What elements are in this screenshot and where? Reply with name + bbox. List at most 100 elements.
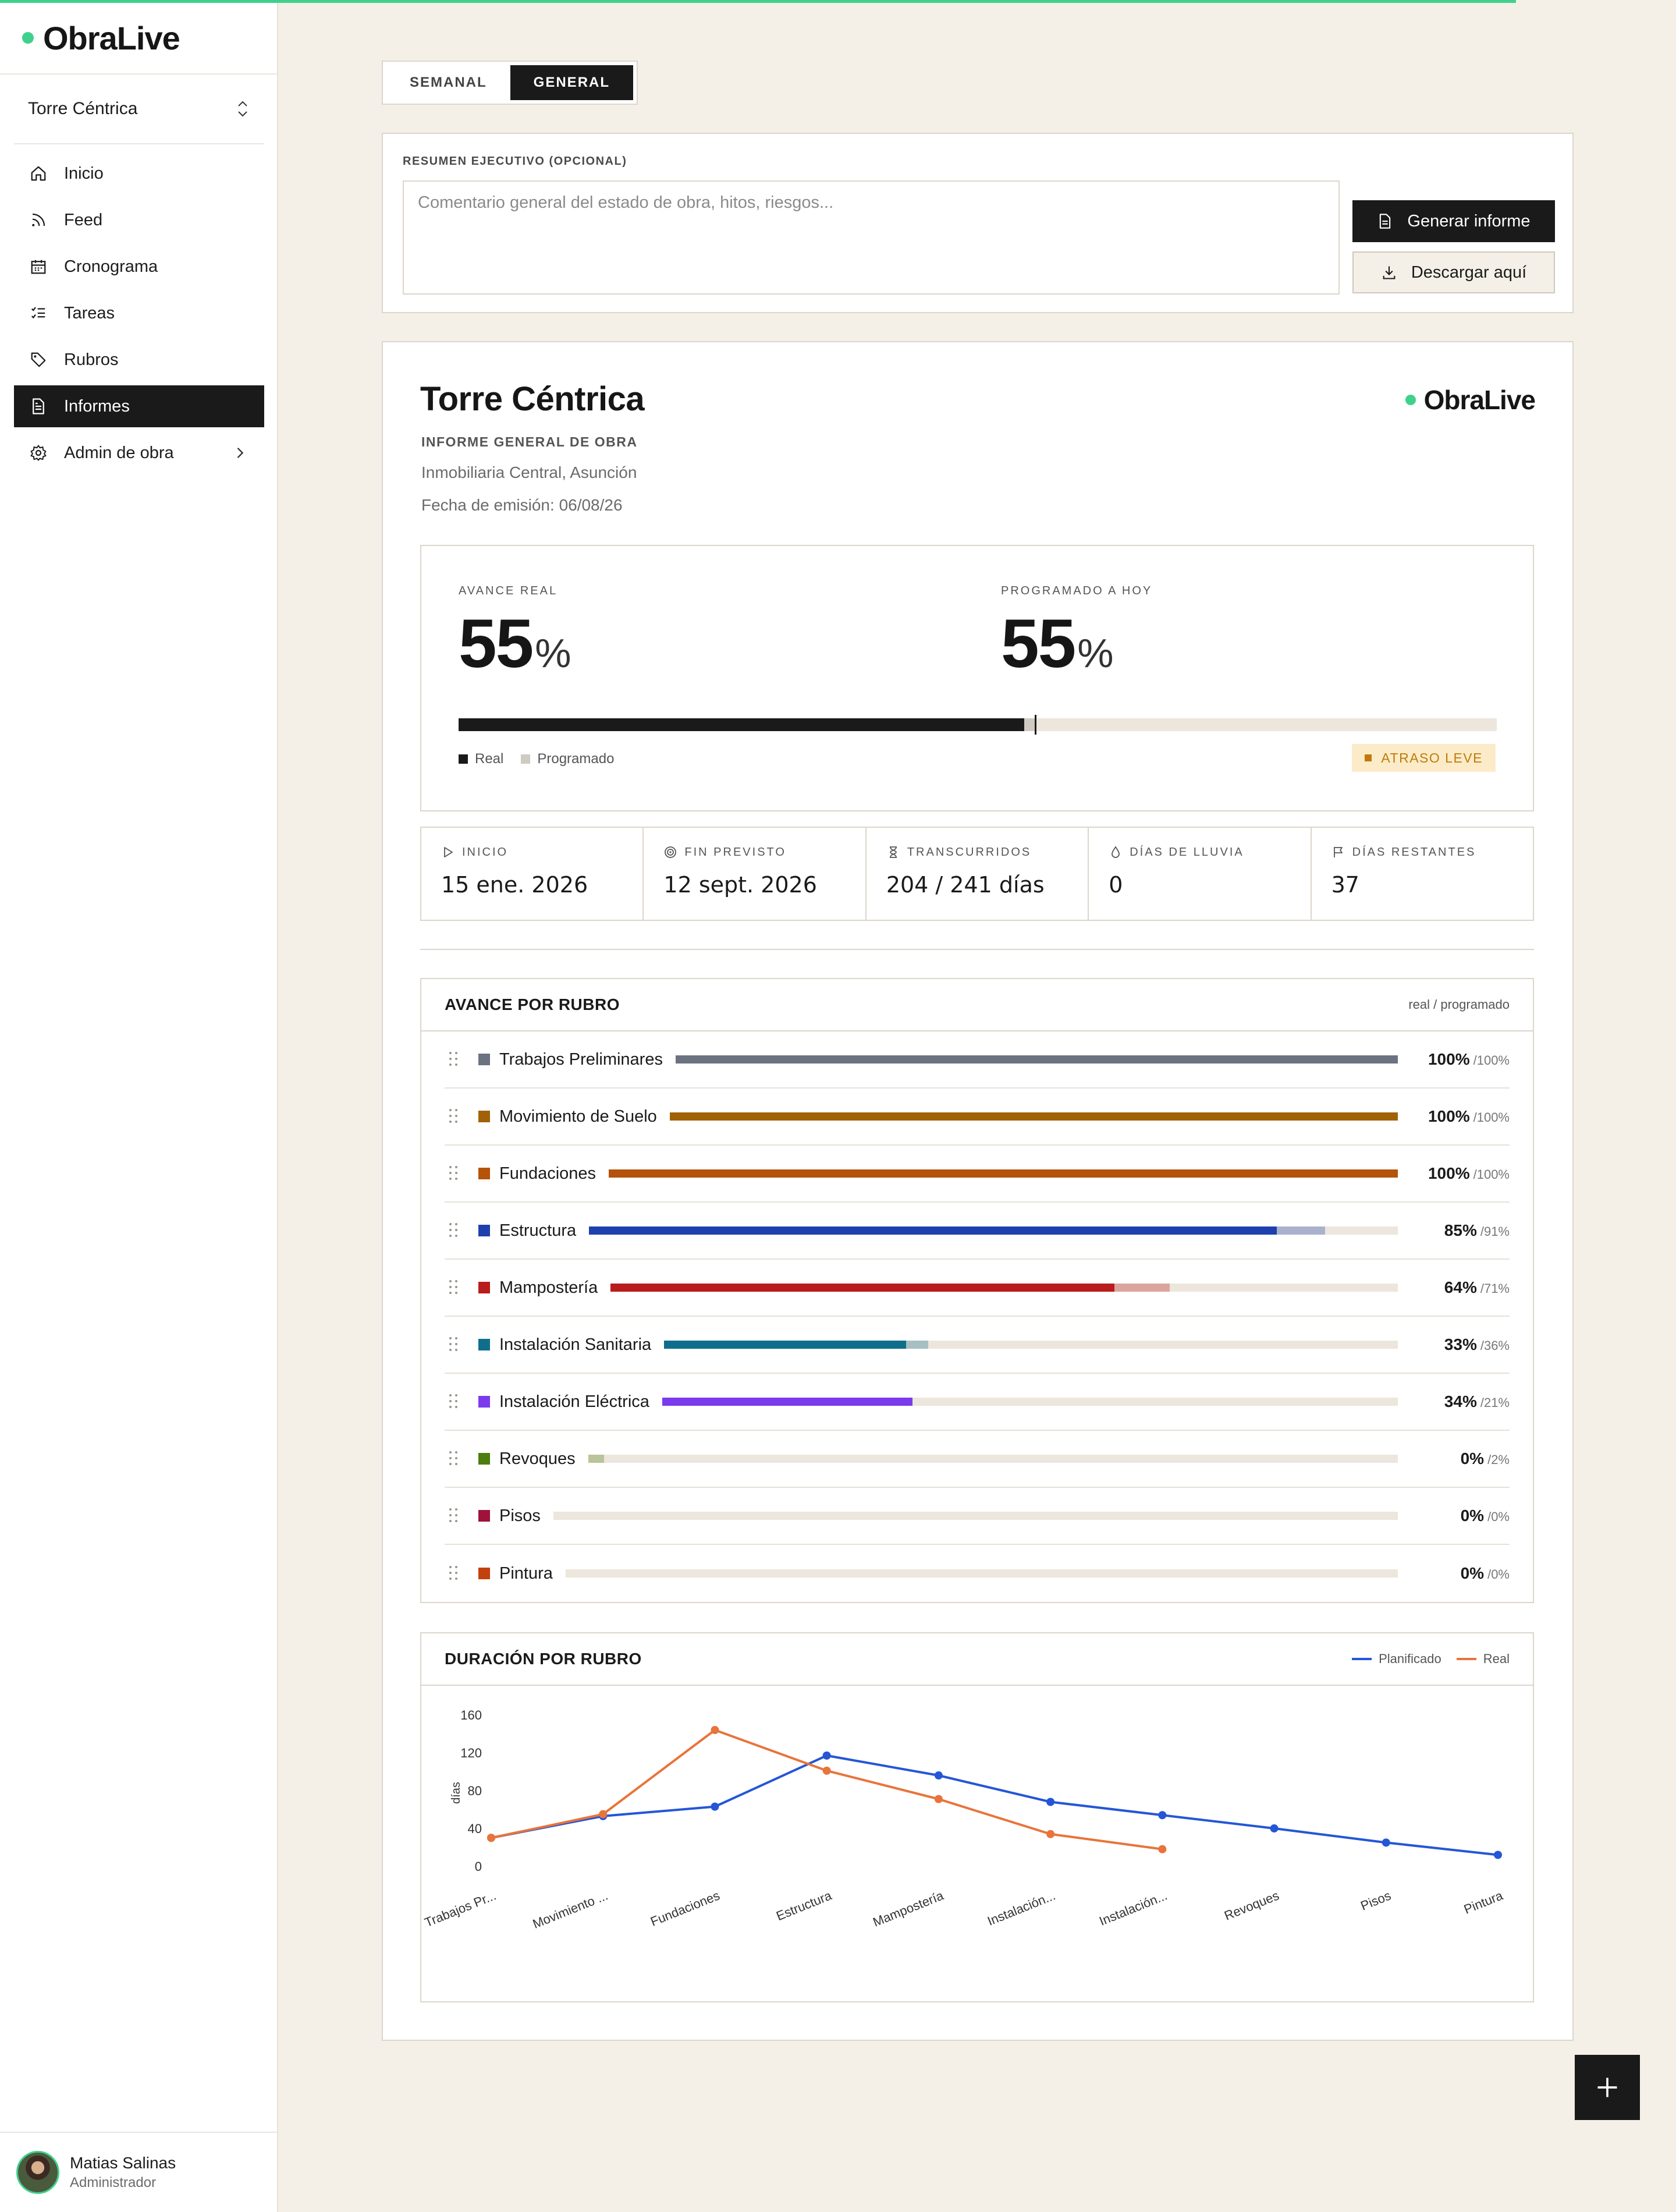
y-tick-label: 0	[475, 1859, 482, 1874]
page-loading-bar	[0, 0, 1516, 3]
x-tick-label: Pisos	[1358, 1888, 1393, 1913]
rubro-name: Instalación Eléctrica	[499, 1392, 649, 1411]
scheduled-progress-number: 55	[1001, 605, 1076, 682]
drag-handle-icon[interactable]	[449, 1109, 459, 1124]
rubro-values: 33%/36%	[1411, 1335, 1510, 1354]
rubro-name: Movimiento de Suelo	[499, 1107, 657, 1126]
x-tick-label: Fundaciones	[648, 1888, 722, 1929]
x-tick-label: Estructura	[774, 1888, 834, 1923]
x-tick-label: Trabajos Pr...	[422, 1888, 498, 1930]
drag-handle-icon[interactable]	[449, 1223, 459, 1238]
rubro-real-fill	[662, 1398, 912, 1406]
rubro-progress-bar	[553, 1512, 1398, 1520]
report-preview: Torre Céntrica INFORME GENERAL DE OBRA I…	[382, 341, 1574, 2041]
stat-dias-lluvia: DÍAS DE LLUVIA 0	[1089, 828, 1312, 920]
stat-value: 12 sept. 2026	[663, 872, 817, 898]
rubro-color-swatch	[478, 1510, 490, 1522]
rubro-name: Mampostería	[499, 1278, 598, 1297]
drag-handle-icon[interactable]	[449, 1166, 459, 1181]
rubro-values: 0%/0%	[1411, 1564, 1510, 1583]
y-tick-label: 160	[460, 1708, 482, 1722]
rubro-values: 100%/100%	[1411, 1050, 1510, 1069]
rubro-color-swatch	[478, 1111, 490, 1122]
rubro-color-swatch	[478, 1453, 490, 1465]
rubro-real-fill	[675, 1055, 1398, 1064]
document-icon	[1380, 214, 1391, 229]
brand-dot-icon	[22, 32, 34, 44]
report-date: Fecha de emisión: 06/08/26	[421, 496, 623, 514]
download-report-button[interactable]: Descargar aquí	[1352, 251, 1555, 293]
drag-handle-icon[interactable]	[449, 1337, 459, 1352]
project-selector[interactable]: Torre Céntrica	[14, 87, 264, 130]
series-line-real	[491, 1729, 1163, 1851]
drag-handle-icon[interactable]	[449, 1566, 459, 1581]
drag-handle-icon[interactable]	[449, 1394, 459, 1409]
sidebar-item-informes[interactable]: Informes	[14, 385, 264, 427]
rubro-scheduled-value: /2%	[1487, 1452, 1510, 1467]
report-title: Torre Céntrica	[420, 380, 645, 418]
rubro-scheduled-value: /71%	[1480, 1281, 1510, 1296]
data-point-planificado	[1382, 1838, 1390, 1847]
rubro-real-value: 33%	[1444, 1335, 1477, 1353]
user-name: Matias Salinas	[70, 2154, 176, 2172]
legend-real-label: Real	[475, 751, 504, 767]
rubro-values: 100%/100%	[1411, 1164, 1510, 1183]
rubro-progress-bar	[588, 1455, 1398, 1463]
rubro-values: 0%/0%	[1411, 1506, 1510, 1525]
x-tick-label: Instalación...	[985, 1888, 1057, 1928]
tab-general[interactable]: GENERAL	[510, 65, 634, 100]
sidebar-item-label: Feed	[64, 210, 103, 229]
stat-label: DÍAS RESTANTES	[1352, 845, 1476, 859]
play-icon	[444, 847, 453, 857]
x-tick-label: Instalación...	[1097, 1888, 1169, 1928]
rubro-row: Trabajos Preliminares 100%/100%	[445, 1031, 1510, 1089]
generate-report-button[interactable]: Generar informe	[1352, 200, 1555, 242]
executive-summary-card: RESUMEN EJECUTIVO (OPCIONAL) Generar inf…	[382, 133, 1574, 313]
rubro-real-fill	[664, 1341, 907, 1349]
data-point-real	[934, 1795, 943, 1803]
sidebar-item-rubros[interactable]: Rubros	[14, 339, 264, 381]
brand-name: ObraLive	[43, 19, 180, 56]
rubro-values: 34%/21%	[1411, 1392, 1510, 1411]
rubro-color-swatch	[478, 1339, 490, 1350]
today-marker	[1035, 715, 1037, 735]
overall-progress-panel: AVANCE REAL 55% PROGRAMADO A HOY 55% Rea…	[420, 545, 1534, 811]
rubro-row: Fundaciones 100%/100%	[445, 1146, 1510, 1203]
rubro-row: Revoques 0%/2%	[445, 1431, 1510, 1488]
sidebar-item-feed[interactable]: Feed	[14, 199, 264, 241]
drag-handle-icon[interactable]	[449, 1508, 459, 1523]
sidebar-item-inicio[interactable]: Inicio	[14, 153, 264, 194]
sidebar-item-admin[interactable]: Admin de obra	[14, 432, 264, 474]
sidebar: ObraLive Torre Céntrica Inicio Feed Cron…	[0, 0, 278, 2212]
rubro-row: Instalación Eléctrica 34%/21%	[445, 1374, 1510, 1431]
legend-label: Planificado	[1379, 1651, 1441, 1666]
tag-icon	[29, 350, 48, 369]
sidebar-item-tareas[interactable]: Tareas	[14, 292, 264, 334]
legend-programado-label: Programado	[537, 751, 615, 767]
legend-line-planificado	[1352, 1658, 1372, 1660]
drag-handle-icon[interactable]	[449, 1451, 459, 1466]
sidebar-item-cronograma[interactable]: Cronograma	[14, 246, 264, 288]
progress-by-rubro-header: AVANCE POR RUBRO real / programado	[421, 979, 1533, 1031]
legend-swatch-real	[459, 754, 468, 764]
rubro-real-value: 100%	[1428, 1164, 1470, 1182]
rubro-name: Instalación Sanitaria	[499, 1335, 652, 1354]
executive-summary-input[interactable]	[403, 180, 1340, 295]
tab-semanal[interactable]: SEMANAL	[410, 75, 487, 90]
rubro-real-fill	[609, 1169, 1398, 1178]
rubro-values: 0%/2%	[1411, 1449, 1510, 1468]
rubro-list: Trabajos Preliminares 100%/100% Movimiento…	[421, 1031, 1533, 1602]
report-subtitle: INFORME GENERAL DE OBRA	[421, 434, 638, 449]
sidebar-divider	[0, 73, 277, 75]
drag-handle-icon[interactable]	[449, 1052, 459, 1067]
plus-icon	[1597, 2078, 1617, 2097]
section-divider	[420, 949, 1534, 950]
stat-fin-previsto: FIN PREVISTO 12 sept. 2026	[644, 828, 867, 920]
rubro-progress-bar	[662, 1398, 1398, 1406]
app-logo[interactable]: ObraLive	[22, 17, 180, 58]
y-tick-label: 80	[468, 1784, 482, 1798]
drag-handle-icon[interactable]	[449, 1280, 459, 1295]
add-button[interactable]	[1575, 2055, 1640, 2120]
x-tick-label: Movimiento ...	[531, 1888, 610, 1931]
user-profile[interactable]: Matias Salinas Administrador	[0, 2132, 277, 2212]
